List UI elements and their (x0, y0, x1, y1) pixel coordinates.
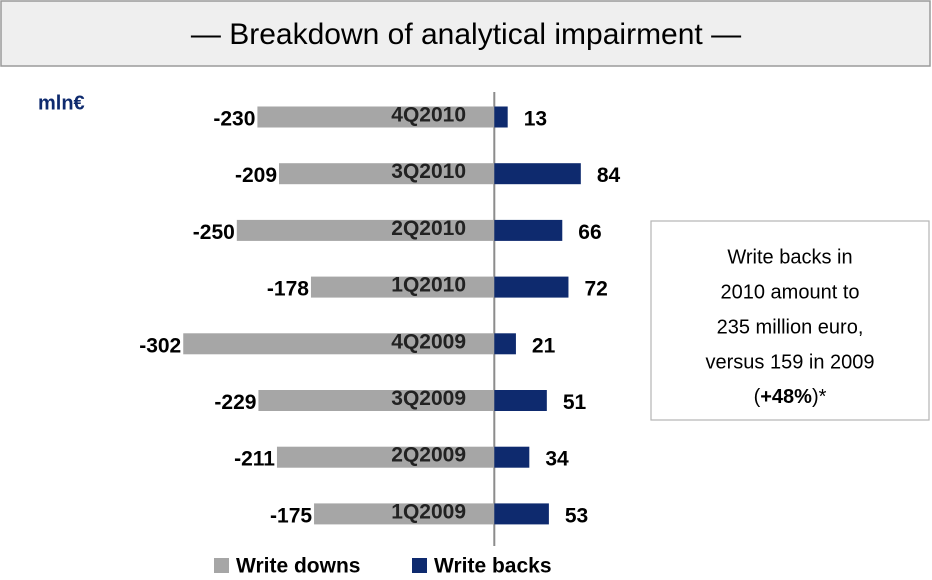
category-label: 3Q2009 (391, 387, 466, 410)
bar (494, 106, 508, 128)
value-label: -302 (139, 334, 181, 357)
value-label: 51 (563, 391, 587, 414)
bar (494, 390, 547, 411)
bar (494, 163, 581, 185)
annotation-part: ( (754, 386, 761, 408)
value-label: 84 (597, 164, 621, 187)
bar (310, 276, 495, 298)
legend-label: Write backs (434, 555, 552, 578)
unit-label: mln€ (38, 92, 85, 114)
chart-title: — Breakdown of analytical impairment — (191, 18, 741, 51)
bar (494, 219, 563, 241)
bar (494, 503, 549, 525)
annotation-box (650, 220, 930, 421)
bar (258, 390, 495, 411)
annotation-line: (+48%)* (754, 386, 827, 408)
annotation-part: )* (812, 386, 827, 408)
value-label: 72 (584, 278, 607, 301)
bar (494, 276, 569, 298)
value-label: 21 (532, 334, 556, 357)
category-label: 2Q2009 (391, 444, 466, 467)
bar (494, 333, 516, 355)
value-label: 53 (565, 504, 588, 527)
category-label: 2Q2010 (391, 217, 466, 240)
bar (183, 333, 495, 355)
annotation-part: +48% (760, 386, 812, 408)
bar (257, 106, 495, 128)
bar (314, 503, 495, 525)
category-label: 1Q2009 (391, 500, 466, 523)
category-label: 1Q2010 (391, 274, 466, 297)
value-label: -211 (234, 448, 275, 471)
value-label: -209 (235, 164, 277, 187)
value-label: -229 (214, 391, 256, 414)
legend-label: Write downs (236, 555, 360, 578)
value-label: -250 (193, 221, 235, 244)
annotation-line: 235 million euro, (717, 316, 864, 338)
category-label: 3Q2010 (391, 160, 466, 183)
value-label: -230 (213, 108, 255, 131)
bar (236, 219, 495, 241)
bar (279, 163, 495, 185)
value-label: -175 (270, 504, 312, 527)
legend-swatch (214, 558, 229, 573)
value-label: 66 (578, 221, 601, 244)
annotation-line: 2010 amount to (721, 281, 860, 303)
bar (494, 446, 530, 468)
category-label: 4Q2010 (391, 104, 466, 127)
annotation-line: versus 159 in 2009 (705, 351, 874, 373)
value-label: -178 (267, 278, 309, 301)
bar (276, 446, 495, 468)
category-label: 4Q2009 (391, 330, 466, 353)
title-box (0, 0, 931, 67)
value-label: 34 (545, 448, 569, 471)
annotation-line: Write backs in (727, 246, 852, 268)
legend-swatch (412, 558, 427, 573)
value-label: 13 (524, 108, 547, 131)
